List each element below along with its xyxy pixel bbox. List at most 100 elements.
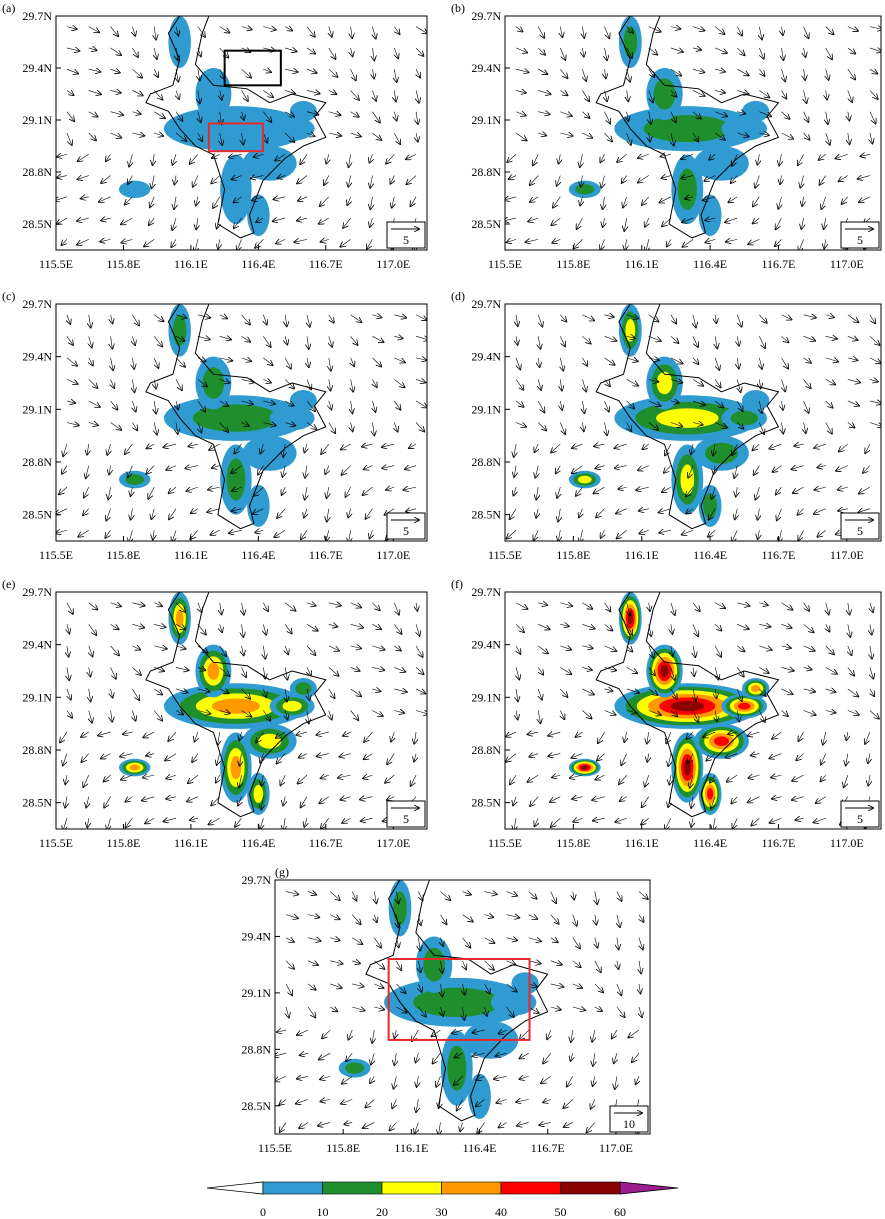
- wind-vector: [350, 314, 362, 322]
- wind-vector: [769, 753, 782, 759]
- wind-vector: [703, 197, 716, 200]
- x-tick-label: 116.4E: [463, 1141, 497, 1155]
- wind-vector: [517, 1122, 529, 1125]
- x-tick-label: 115.5E: [39, 548, 73, 562]
- wind-vector: [781, 314, 791, 320]
- x-tick-label: 116.1E: [174, 257, 208, 271]
- wind-vector: [626, 624, 633, 634]
- wind-vector: [415, 379, 425, 382]
- panel-frame: [55, 303, 428, 542]
- wind-vector: [213, 196, 220, 208]
- wind-vector: [759, 624, 770, 627]
- wind-vector: [385, 774, 395, 783]
- shade-level-6: [683, 759, 691, 776]
- wind-vector: [63, 443, 67, 456]
- wind-vector: [304, 818, 307, 827]
- wind-vector: [164, 818, 177, 821]
- wind-vector: [132, 26, 135, 36]
- reference-vector: 10: [609, 1105, 649, 1133]
- wind-vector: [685, 197, 694, 199]
- lake-outline: [595, 304, 780, 530]
- x-tick-label: 116.1E: [625, 548, 659, 562]
- wind-vector: [725, 217, 738, 222]
- wind-vector: [748, 239, 760, 244]
- wind-vector: [836, 153, 848, 158]
- wind-vector: [648, 90, 653, 102]
- wind-vector: [307, 892, 316, 895]
- wind-vector: [343, 217, 351, 228]
- wind-vector: [254, 154, 264, 157]
- wind-vector: [626, 379, 638, 385]
- wind-vector: [847, 27, 858, 31]
- wind-vector: [865, 443, 870, 453]
- wind-vector: [821, 196, 826, 209]
- wind-vector: [57, 217, 68, 224]
- wind-vector: [560, 336, 565, 346]
- wind-vector: [505, 197, 517, 200]
- wind-vector: [220, 624, 222, 632]
- wind-vector: [725, 754, 738, 758]
- wind-vector: [283, 443, 285, 457]
- wind-vector: [825, 315, 834, 318]
- wind-vector: [347, 196, 350, 205]
- wind-vector: [771, 775, 782, 777]
- wind-vector: [361, 818, 373, 821]
- wind-vector: [570, 1053, 572, 1061]
- wind-vector: [649, 602, 650, 611]
- wind-vector: [393, 602, 399, 615]
- wind-vector: [67, 645, 69, 657]
- wind-vector: [683, 239, 694, 247]
- wind-vector: [111, 357, 114, 370]
- wind-vector: [197, 336, 210, 339]
- shade-level-2: [653, 78, 676, 110]
- wind-vector: [132, 314, 139, 326]
- wind-vector: [649, 132, 650, 142]
- wind-vector: [340, 239, 351, 246]
- wind-vector: [61, 239, 68, 245]
- wind-vector: [728, 196, 738, 203]
- wind-vector: [296, 1099, 309, 1103]
- wind-vector: [714, 379, 721, 387]
- wind-vector: [592, 797, 605, 800]
- wind-vector: [604, 645, 617, 651]
- wind-vector: [612, 1029, 618, 1038]
- wind-vector: [847, 400, 859, 406]
- wind-vector: [329, 379, 331, 390]
- wind-vector: [626, 315, 639, 319]
- wind-vector: [560, 379, 562, 390]
- wind-vector: [284, 602, 295, 611]
- wind-vector: [438, 1122, 440, 1134]
- wind-vector: [797, 508, 804, 515]
- wind-vector: [560, 603, 572, 606]
- wind-vector: [98, 732, 111, 736]
- wind-vector: [219, 315, 227, 319]
- wind-vector: [418, 891, 422, 901]
- y-tick-label: 28.5N: [471, 217, 501, 231]
- wind-vector: [537, 26, 544, 38]
- wind-vector: [485, 1006, 487, 1016]
- y-tick-label: 29.7N: [22, 9, 52, 23]
- wind-vector: [341, 443, 351, 449]
- wind-vector: [197, 400, 205, 412]
- wind-vector: [484, 960, 494, 970]
- panel-label: (a): [2, 1, 15, 15]
- wind-vector: [440, 914, 446, 925]
- wind-vector: [108, 487, 110, 499]
- wind-vector: [239, 731, 241, 740]
- wind-vector: [515, 27, 522, 32]
- wind-vector: [370, 175, 372, 188]
- wind-vector: [88, 48, 97, 50]
- wind-vector: [304, 508, 307, 518]
- wind-vector: [285, 69, 298, 72]
- wind-vector: [863, 465, 871, 473]
- wind-vector: [154, 400, 156, 413]
- wind-vector: [294, 239, 308, 242]
- wind-vector: [111, 710, 113, 722]
- wind-vector: [705, 218, 716, 220]
- wind-vector: [306, 133, 315, 136]
- wind-vector: [386, 154, 395, 163]
- wind-vector: [198, 111, 201, 123]
- wind-vector: [582, 710, 591, 719]
- wind-vector: [869, 69, 877, 73]
- wind-vector: [301, 796, 308, 808]
